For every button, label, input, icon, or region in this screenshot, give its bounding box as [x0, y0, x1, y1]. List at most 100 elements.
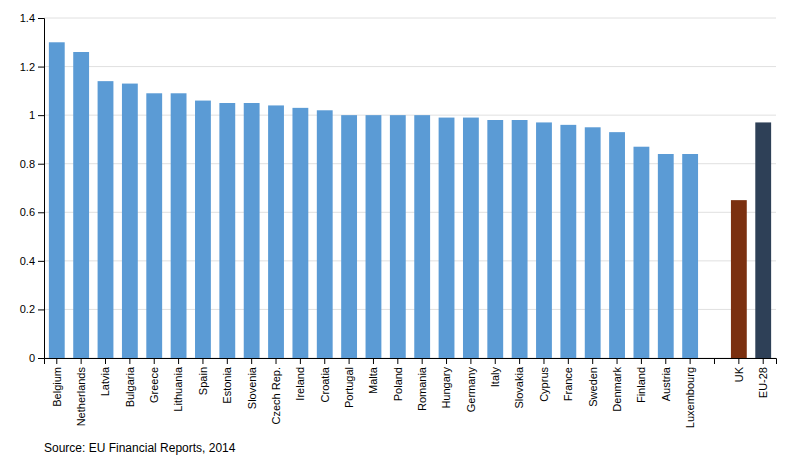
x-tick: Poland	[392, 358, 404, 401]
x-tick-mark	[665, 358, 666, 364]
x-tick: Sweden	[587, 358, 599, 407]
y-tick-label: 1.2	[20, 61, 35, 73]
bar	[195, 101, 211, 358]
bar	[317, 110, 333, 358]
x-tick: Lithuania	[172, 358, 184, 412]
x-tick-mark	[324, 358, 325, 364]
x-tick-mark	[373, 358, 374, 364]
bar	[463, 118, 479, 358]
x-axis: BelgiumNetherlandsLatviaBulgariaGreeceLi…	[45, 358, 777, 428]
x-tick-mark	[202, 358, 203, 364]
bar	[98, 81, 114, 358]
x-tick-label: UK	[733, 366, 745, 382]
bar	[341, 115, 357, 358]
x-tick-label: Czech Rep.	[270, 367, 282, 424]
bar	[560, 125, 576, 358]
y-tick-mark	[38, 261, 44, 262]
x-tick-mark	[568, 358, 569, 364]
y-axis-line	[38, 19, 45, 359]
x-tick-label: Cyprus	[538, 367, 550, 402]
x-tick: Netherlands	[75, 358, 87, 426]
x-tick-label: Portugal	[343, 367, 355, 408]
y-tick-label: 0.2	[20, 303, 35, 315]
x-tick-mark	[446, 358, 447, 364]
source-note: Source: EU Financial Reports, 2014	[44, 441, 236, 455]
x-tick-label: Luxembourg	[684, 367, 696, 428]
x-tick-mark	[105, 358, 106, 364]
x-tick-label: Slovenia	[246, 366, 258, 409]
x-tick-mark	[227, 358, 228, 364]
y-tick-mark	[38, 115, 44, 116]
x-tick-label: Finland	[635, 367, 647, 403]
y-tick-label: 0.6	[20, 206, 35, 218]
x-tick-mark	[714, 358, 715, 364]
x-tick-mark	[592, 358, 593, 364]
bar	[366, 115, 382, 358]
x-tick-mark	[519, 358, 520, 364]
x-tick: Slovakia	[513, 358, 525, 409]
x-tick: Latvia	[99, 358, 111, 396]
bar	[49, 42, 65, 358]
x-tick-mark	[470, 358, 471, 364]
y-tick-mark	[38, 212, 44, 213]
y-tick-mark	[38, 309, 44, 310]
x-tick: Czech Rep.	[270, 358, 282, 424]
y-tick-mark	[38, 164, 44, 165]
bar	[122, 84, 138, 358]
bar	[682, 154, 698, 358]
grid-line	[44, 18, 776, 19]
x-tick-label: Hungary	[440, 367, 452, 409]
x-tick-label: Ireland	[294, 367, 306, 401]
x-tick-label: Germany	[465, 367, 477, 413]
x-tick-mark	[617, 358, 618, 364]
x-tick-label: Netherlands	[75, 367, 87, 427]
bar	[146, 93, 162, 358]
bar	[512, 120, 528, 358]
x-tick: Cyprus	[538, 358, 550, 402]
x-tick-label: Austria	[660, 366, 672, 401]
bar	[414, 115, 430, 358]
x-tick-mark	[349, 358, 350, 364]
x-tick-label: Romania	[416, 366, 428, 411]
bar	[658, 154, 674, 358]
y-tick-label: 0.4	[20, 255, 35, 267]
x-tick: EU-28	[757, 358, 769, 398]
y-tick-mark	[38, 67, 44, 68]
x-tick-mark	[154, 358, 155, 364]
x-tick-mark	[543, 358, 544, 364]
x-tick-label: Poland	[392, 367, 404, 401]
x-tick-label: Denmark	[611, 367, 623, 412]
x-tick-label: Estonia	[221, 366, 233, 404]
bar	[292, 108, 308, 358]
x-tick-mark	[276, 358, 277, 364]
bars	[49, 42, 771, 358]
x-tick-mark	[763, 358, 764, 364]
x-tick-mark	[422, 358, 423, 364]
x-tick-mark	[397, 358, 398, 364]
x-tick: Austria	[660, 358, 672, 401]
x-tick-mark	[495, 358, 496, 364]
y-tick: 1.2	[20, 61, 44, 73]
x-tick: Finland	[635, 358, 647, 403]
x-tick: France	[562, 358, 574, 401]
bar	[390, 115, 406, 358]
x-tick: Estonia	[221, 358, 233, 404]
x-tick-label: Slovakia	[513, 366, 525, 408]
x-axis-line	[45, 359, 777, 365]
bar	[487, 120, 503, 358]
bar	[171, 93, 187, 358]
x-tick: Ireland	[294, 358, 306, 401]
x-tick-mark	[81, 358, 82, 364]
x-tick-label: EU-28	[757, 367, 769, 398]
y-tick-mark	[38, 18, 44, 19]
bar	[585, 127, 601, 358]
plot: 00.20.40.60.811.21.4BelgiumNetherlandsLa…	[20, 12, 777, 428]
x-tick: Italy	[489, 358, 501, 387]
x-tick-mark	[178, 358, 179, 364]
x-tick: Belgium	[51, 358, 63, 407]
x-tick: Romania	[416, 358, 428, 411]
x-tick-label: Croatia	[319, 366, 331, 402]
x-tick-label: France	[562, 367, 574, 401]
y-tick-mark	[38, 358, 44, 359]
x-tick: Portugal	[343, 358, 355, 408]
